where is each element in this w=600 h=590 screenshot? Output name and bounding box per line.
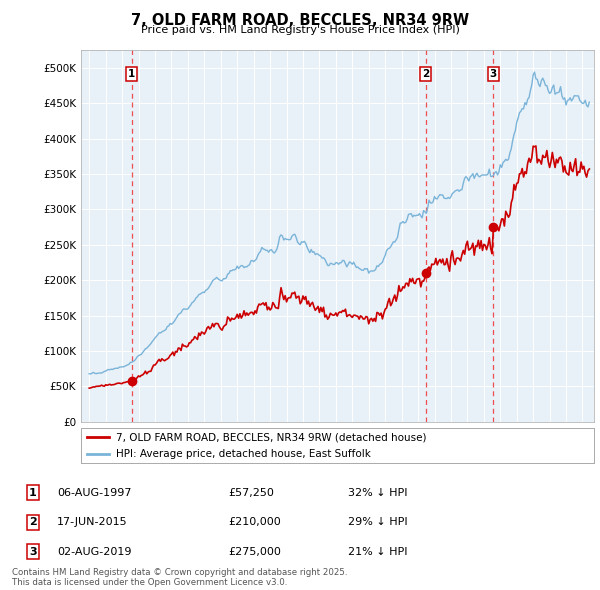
Text: 17-JUN-2015: 17-JUN-2015	[57, 517, 128, 527]
Text: 06-AUG-1997: 06-AUG-1997	[57, 488, 131, 497]
Text: 2: 2	[29, 517, 37, 527]
Text: 29% ↓ HPI: 29% ↓ HPI	[348, 517, 407, 527]
Text: 1: 1	[128, 69, 135, 79]
Text: £210,000: £210,000	[228, 517, 281, 527]
Text: 21% ↓ HPI: 21% ↓ HPI	[348, 547, 407, 556]
Text: 3: 3	[29, 547, 37, 556]
Text: £275,000: £275,000	[228, 547, 281, 556]
Text: Contains HM Land Registry data © Crown copyright and database right 2025.
This d: Contains HM Land Registry data © Crown c…	[12, 568, 347, 587]
Text: 3: 3	[490, 69, 497, 79]
Text: 32% ↓ HPI: 32% ↓ HPI	[348, 488, 407, 497]
Text: 1: 1	[29, 488, 37, 497]
Text: 02-AUG-2019: 02-AUG-2019	[57, 547, 131, 556]
Text: HPI: Average price, detached house, East Suffolk: HPI: Average price, detached house, East…	[116, 448, 371, 458]
Text: 7, OLD FARM ROAD, BECCLES, NR34 9RW: 7, OLD FARM ROAD, BECCLES, NR34 9RW	[131, 13, 469, 28]
Text: 2: 2	[422, 69, 429, 79]
Text: Price paid vs. HM Land Registry's House Price Index (HPI): Price paid vs. HM Land Registry's House …	[140, 25, 460, 35]
Text: 7, OLD FARM ROAD, BECCLES, NR34 9RW (detached house): 7, OLD FARM ROAD, BECCLES, NR34 9RW (det…	[116, 432, 427, 442]
Text: £57,250: £57,250	[228, 488, 274, 497]
